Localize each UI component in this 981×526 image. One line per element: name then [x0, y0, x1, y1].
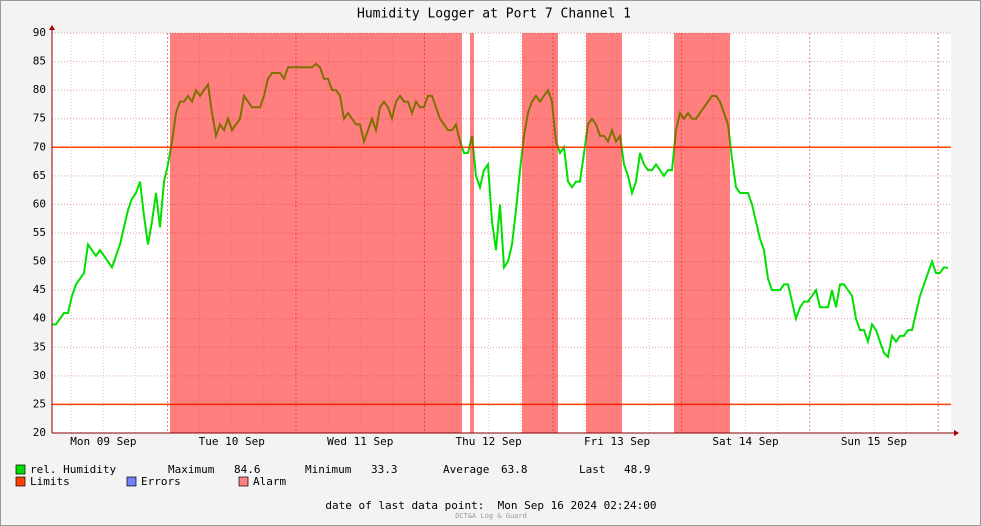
- legend-swatch: [126, 476, 137, 487]
- stat-value: 33.3: [371, 463, 398, 476]
- axis-arrow: [954, 430, 959, 436]
- legend-label: Limits: [30, 475, 70, 488]
- y-tick-label: 75: [33, 112, 46, 125]
- y-tick-label: 50: [33, 255, 46, 268]
- legend-swatch: [15, 464, 26, 475]
- stat-label: Last: [579, 463, 606, 476]
- legend-label: Errors: [141, 475, 181, 488]
- y-tick-label: 85: [33, 55, 46, 68]
- stat-value: 63.8: [501, 463, 528, 476]
- y-tick-label: 70: [33, 140, 46, 153]
- x-tick-label: Mon 09 Sep: [70, 435, 136, 448]
- legend-label: Alarm: [253, 475, 286, 488]
- legend-label: rel. Humidity: [30, 463, 116, 476]
- x-tick-label: Thu 12 Sep: [456, 435, 522, 448]
- y-tick-label: 55: [33, 226, 46, 239]
- stat-value: 84.6: [234, 463, 261, 476]
- x-tick-label: Fri 13 Sep: [584, 435, 650, 448]
- axis-arrow: [49, 25, 55, 30]
- stat-label: Average: [443, 463, 489, 476]
- alarm-band: [586, 33, 622, 433]
- chart-title: Humidity Logger at Port 7 Channel 1: [357, 7, 631, 22]
- alarm-band: [674, 33, 730, 433]
- legend-swatch: [15, 476, 26, 487]
- x-tick-label: Sat 14 Sep: [712, 435, 778, 448]
- y-tick-label: 65: [33, 169, 46, 182]
- y-tick-label: 35: [33, 340, 46, 353]
- y-tick-label: 80: [33, 83, 46, 96]
- y-tick-label: 45: [33, 283, 46, 296]
- alarm-band: [170, 33, 462, 433]
- stat-value: 48.9: [624, 463, 651, 476]
- x-tick-label: Wed 11 Sep: [327, 435, 393, 448]
- legend-swatch: [238, 476, 249, 487]
- y-tick-label: 20: [33, 426, 46, 439]
- alarm-band: [470, 33, 474, 433]
- stat-label: Minimum: [305, 463, 352, 476]
- y-tick-label: 60: [33, 197, 46, 210]
- y-tick-label: 25: [33, 397, 46, 410]
- y-tick-label: 40: [33, 312, 46, 325]
- footer: date of last data point: Mon Sep 16 2024…: [325, 499, 656, 512]
- x-tick-label: Tue 10 Sep: [199, 435, 265, 448]
- watermark: OCT&A Log & Guard: [455, 512, 527, 520]
- y-tick-label: 90: [33, 26, 46, 39]
- y-tick-label: 30: [33, 369, 46, 382]
- stat-label: Maximum: [168, 463, 215, 476]
- x-tick-label: Sun 15 Sep: [841, 435, 907, 448]
- alarm-band: [522, 33, 558, 433]
